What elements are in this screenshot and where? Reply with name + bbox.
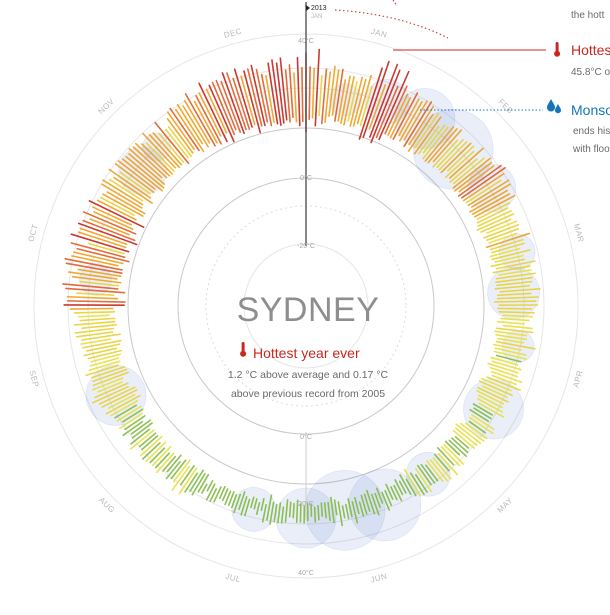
temperature-bar [153, 447, 171, 466]
temperature-bar [312, 68, 314, 117]
hottest-arc-annotation [335, 10, 448, 38]
ring-label: 0°C [300, 174, 312, 182]
temperature-bar [498, 322, 524, 324]
hottest-arc-tick [393, 0, 397, 6]
temperature-bar [290, 502, 291, 516]
temperature-bar [495, 301, 536, 302]
temperature-bar [84, 348, 116, 355]
month-label: JUL [224, 572, 241, 585]
temperature-bar [499, 312, 534, 313]
temperature-bar [315, 507, 316, 522]
year-start-month: JAN [311, 14, 322, 20]
month-label: JUN [370, 571, 389, 584]
thermometer-icon [240, 342, 246, 357]
monsoon-line1: ends his [573, 126, 610, 137]
temperature-bar [444, 445, 463, 464]
temperature-bar [302, 68, 303, 122]
temperature-bar [454, 431, 475, 448]
month-label: DEC [223, 27, 243, 40]
temperature-bar [82, 325, 116, 328]
temperature-bar [80, 318, 114, 320]
thermometer-icon [554, 42, 560, 57]
temperature-bar [70, 308, 112, 309]
temperature-bar [207, 484, 215, 500]
temperature-bar [77, 293, 114, 295]
temperature-bar [68, 301, 125, 302]
temperature-bar [75, 322, 115, 325]
temperature-bar [289, 65, 293, 117]
top-right-text: the hott [571, 10, 605, 21]
hottest-day-callout: Hottes 45.8°C o [393, 42, 610, 78]
hottest-year-line2: above previous record from 2005 [231, 388, 385, 400]
hottest-year-note: Hottest year ever 1.2 °C above average a… [228, 342, 389, 400]
temperature-bar [146, 442, 166, 461]
temperature-bar [91, 354, 120, 362]
hottest-day-title: Hottes [571, 42, 610, 58]
monsoon-title: Monso [571, 102, 610, 118]
month-label: OCT [27, 223, 40, 243]
temperature-bar [75, 312, 115, 313]
temperature-bar [293, 504, 294, 518]
raindrop-icon [547, 99, 561, 113]
temperature-bar [501, 319, 529, 321]
hottest-day-text: 45.8°C o [571, 67, 610, 78]
temperature-bar [172, 467, 189, 490]
year-label: 2013 [311, 5, 327, 12]
temperature-bar [83, 341, 121, 348]
hottest-year-title: Hottest year ever [253, 345, 360, 361]
month-label: APR [571, 369, 584, 388]
month-label: SEP [27, 369, 40, 388]
temperature-bar [67, 297, 117, 299]
temperature-bar [503, 326, 532, 329]
temperature-bar [174, 460, 190, 482]
year-marker-arrow [306, 5, 310, 11]
year-marker: 2013 JAN [306, 5, 327, 20]
monsoon-line2: with floo [572, 144, 610, 155]
rain-bubble [488, 267, 540, 319]
month-label: FEB [497, 97, 515, 115]
ring-label: 40°C [298, 37, 314, 45]
temperature-bar [321, 503, 322, 516]
city-title: SYDNEY [237, 291, 380, 329]
temperature-bar [79, 315, 109, 316]
ring-label: -20°C [297, 242, 315, 250]
temperature-bar [294, 73, 297, 122]
temperature-bar [277, 63, 284, 123]
temperature-bar [319, 76, 322, 116]
month-label: MAR [572, 223, 586, 244]
temperature-bar [318, 506, 319, 520]
month-label: NOV [97, 96, 117, 116]
temperature-bar [141, 437, 162, 456]
ring-label: 0°C [300, 433, 312, 441]
ring-label: 20°C [298, 500, 314, 508]
ring-label: 40°C [298, 569, 314, 577]
temperature-bar [309, 67, 310, 119]
hottest-year-line1: 1.2 °C above average and 0.17 °C [228, 369, 389, 381]
month-label: JAN [370, 27, 388, 40]
temperature-bar [244, 71, 260, 133]
temperature-bar [214, 487, 221, 502]
